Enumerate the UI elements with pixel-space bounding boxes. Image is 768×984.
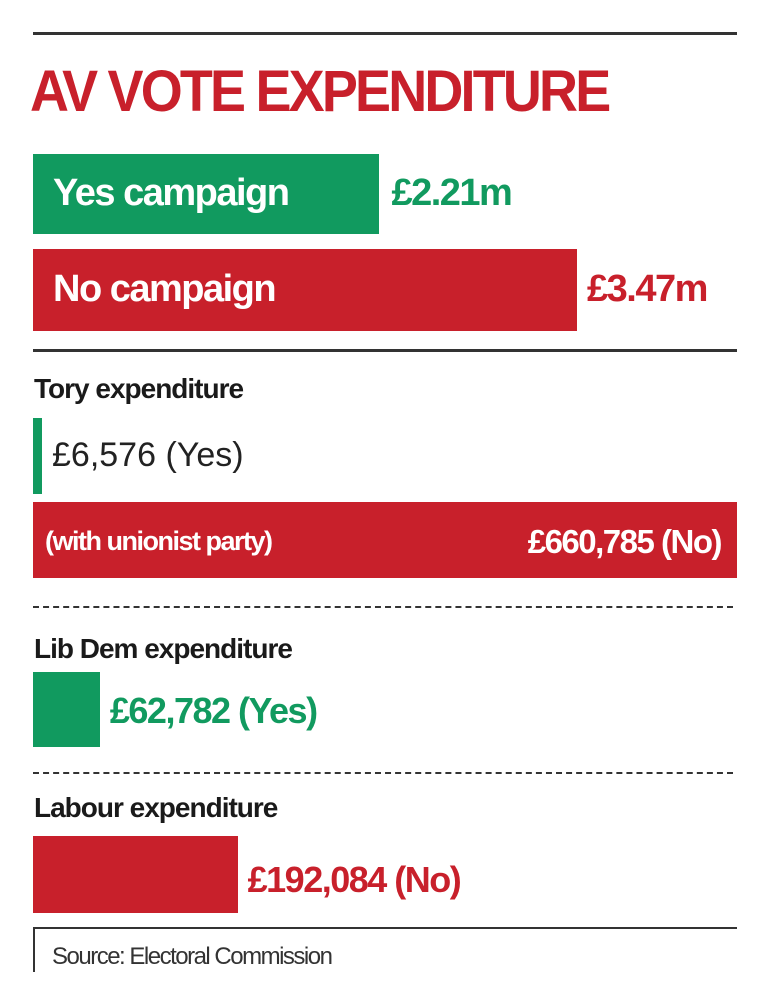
source-note: Source: Electoral Commission [52, 943, 333, 970]
bar-label-yes-campaign: Yes campaign [53, 172, 290, 214]
value-label-no-campaign: £3.47m [587, 268, 708, 310]
bar-no-campaign: No campaign [33, 249, 577, 331]
dashed-divider [33, 606, 733, 608]
heading-labour: Labour expenditure [34, 792, 278, 823]
value-label-libdem-yes: £62,782 (Yes) [109, 690, 318, 731]
heading-libdem: Lib Dem expenditure [34, 633, 293, 664]
top-rule [33, 32, 737, 35]
bar-labour-no [33, 836, 238, 913]
source-rule [33, 927, 737, 929]
source-bracket [33, 927, 35, 972]
bar-label-no-campaign: No campaign [53, 268, 277, 310]
value-label-tory-no: £660,785 (No) [527, 523, 723, 560]
heading-tory: Tory expenditure [34, 373, 244, 404]
chart-title: AV VOTE EXPENDITURE [30, 59, 611, 124]
note-unionist-party: (with unionist party) [45, 526, 273, 556]
bar-libdem-yes [33, 672, 100, 747]
value-label-labour-no: £192,084 (No) [247, 859, 462, 900]
bar-yes-campaign: Yes campaign [33, 154, 380, 234]
bar-tory-no: (with unionist party) £660,785 (No) [33, 502, 737, 578]
bar-tory-yes [33, 418, 42, 494]
value-label-yes-campaign: £2.21m [391, 172, 512, 214]
section-rule [33, 349, 737, 352]
dashed-divider [33, 772, 733, 774]
value-label-tory-yes: £6,576 (Yes) [52, 436, 244, 474]
